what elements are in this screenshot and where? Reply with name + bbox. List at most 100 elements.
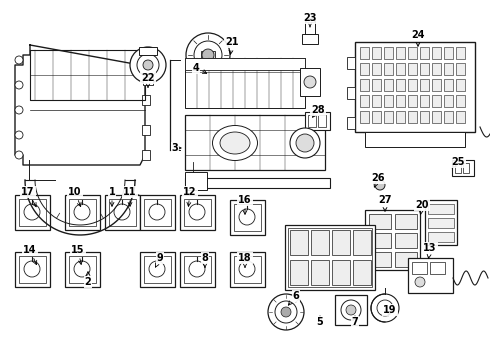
Circle shape bbox=[346, 305, 356, 315]
Bar bbox=[308, 115, 316, 127]
Bar bbox=[300, 68, 320, 96]
Circle shape bbox=[133, 194, 141, 203]
Bar bbox=[384, 111, 393, 123]
Circle shape bbox=[74, 261, 90, 277]
Bar bbox=[444, 95, 453, 107]
Bar bbox=[372, 111, 381, 123]
Bar bbox=[408, 111, 417, 123]
Bar bbox=[142, 150, 150, 160]
Bar bbox=[360, 47, 369, 59]
Bar bbox=[234, 204, 261, 231]
Text: 20: 20 bbox=[415, 200, 429, 214]
Text: 14: 14 bbox=[23, 245, 37, 265]
Bar bbox=[285, 225, 375, 290]
Text: 3: 3 bbox=[172, 143, 181, 153]
Bar bbox=[408, 258, 453, 293]
Bar bbox=[142, 125, 150, 135]
Bar bbox=[430, 262, 445, 274]
Bar bbox=[360, 63, 369, 75]
Bar bbox=[234, 256, 261, 283]
Bar bbox=[420, 79, 429, 91]
Bar bbox=[372, 47, 381, 59]
Text: 8: 8 bbox=[201, 253, 208, 267]
Bar bbox=[432, 79, 441, 91]
Bar bbox=[456, 63, 465, 75]
Circle shape bbox=[15, 131, 23, 139]
Bar bbox=[347, 117, 355, 129]
Bar bbox=[463, 163, 469, 173]
Bar bbox=[444, 111, 453, 123]
Circle shape bbox=[189, 261, 205, 277]
Circle shape bbox=[130, 47, 166, 83]
Bar bbox=[420, 95, 429, 107]
Bar bbox=[360, 95, 369, 107]
Bar bbox=[184, 256, 211, 283]
Bar bbox=[408, 63, 417, 75]
Text: 26: 26 bbox=[371, 173, 385, 187]
Bar bbox=[19, 199, 46, 226]
Text: 1: 1 bbox=[109, 187, 115, 206]
Bar bbox=[318, 115, 326, 127]
Text: 28: 28 bbox=[311, 105, 325, 117]
Text: 19: 19 bbox=[383, 305, 397, 316]
Bar bbox=[384, 95, 393, 107]
Circle shape bbox=[377, 300, 393, 316]
Bar bbox=[395, 233, 417, 248]
Bar bbox=[420, 111, 429, 123]
Bar bbox=[408, 47, 417, 59]
Bar bbox=[432, 111, 441, 123]
Bar bbox=[143, 77, 153, 85]
Circle shape bbox=[15, 56, 23, 64]
Bar bbox=[305, 20, 315, 34]
Bar bbox=[456, 79, 465, 91]
Bar bbox=[347, 87, 355, 99]
Bar bbox=[69, 199, 96, 226]
Circle shape bbox=[143, 60, 153, 70]
Bar bbox=[444, 79, 453, 91]
Text: 23: 23 bbox=[303, 13, 317, 27]
Text: 6: 6 bbox=[289, 291, 299, 305]
Bar bbox=[372, 95, 381, 107]
Bar bbox=[432, 63, 441, 75]
Circle shape bbox=[239, 209, 255, 225]
Circle shape bbox=[19, 194, 27, 203]
Bar bbox=[455, 163, 461, 173]
Circle shape bbox=[415, 277, 425, 287]
Text: 16: 16 bbox=[238, 195, 252, 214]
Bar bbox=[311, 230, 329, 255]
Bar bbox=[432, 47, 441, 59]
Bar bbox=[396, 63, 405, 75]
Circle shape bbox=[371, 294, 399, 322]
Bar bbox=[15, 195, 50, 230]
Bar bbox=[230, 252, 265, 287]
Circle shape bbox=[114, 204, 130, 220]
Bar bbox=[408, 79, 417, 91]
Circle shape bbox=[24, 204, 40, 220]
Bar bbox=[408, 95, 417, 107]
Circle shape bbox=[137, 54, 159, 76]
Text: 15: 15 bbox=[71, 245, 85, 264]
Bar bbox=[425, 200, 457, 245]
Bar bbox=[65, 252, 100, 287]
Bar bbox=[140, 252, 175, 287]
Bar bbox=[290, 260, 308, 285]
Text: 12: 12 bbox=[183, 187, 197, 206]
Bar bbox=[369, 233, 391, 248]
Circle shape bbox=[24, 261, 40, 277]
Circle shape bbox=[341, 300, 361, 320]
Bar bbox=[15, 252, 50, 287]
Text: 25: 25 bbox=[451, 157, 465, 168]
Bar bbox=[180, 195, 215, 230]
Bar bbox=[185, 58, 305, 70]
Text: 13: 13 bbox=[423, 243, 437, 258]
Bar bbox=[353, 230, 371, 255]
Bar bbox=[69, 256, 96, 283]
Text: 5: 5 bbox=[317, 316, 323, 327]
Bar bbox=[360, 79, 369, 91]
Bar bbox=[384, 47, 393, 59]
Bar bbox=[365, 132, 465, 147]
Bar bbox=[144, 199, 171, 226]
Circle shape bbox=[15, 81, 23, 89]
Circle shape bbox=[15, 151, 23, 159]
Bar bbox=[306, 18, 314, 22]
